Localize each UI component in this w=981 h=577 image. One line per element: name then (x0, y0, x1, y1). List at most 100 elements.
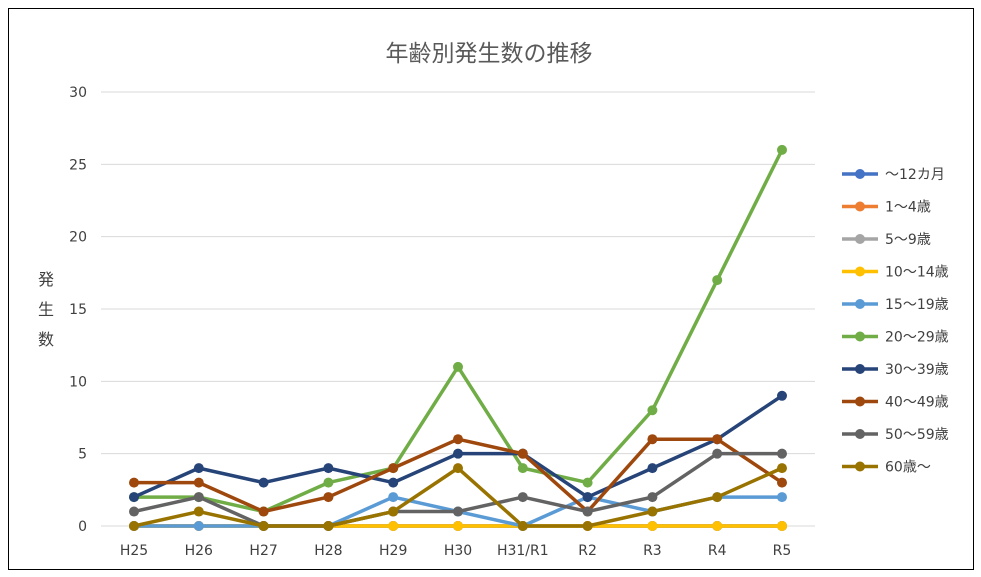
legend-label: 10～14歳 (885, 265, 949, 281)
y-tick-label: 0 (78, 519, 87, 535)
x-tick-label: H31/R1 (497, 543, 549, 559)
data-point (129, 492, 139, 503)
data-point (777, 390, 787, 401)
data-point (517, 521, 528, 531)
legend-swatch-marker (855, 331, 865, 342)
data-point (258, 521, 269, 531)
data-point (193, 521, 204, 531)
x-tick-label: R3 (643, 543, 662, 559)
data-point (582, 492, 593, 503)
x-tick-label: H30 (444, 543, 472, 559)
legend-entry: 50～59歳 (842, 427, 949, 443)
data-point (712, 492, 723, 503)
legend-label: 5～9歳 (885, 232, 931, 248)
y-tick-label: 30 (69, 85, 87, 101)
y-tick-label: 10 (69, 374, 87, 390)
data-point (777, 144, 787, 155)
data-point (388, 506, 399, 517)
data-point (193, 506, 204, 517)
data-point (517, 492, 528, 503)
data-point (582, 477, 593, 488)
data-point (647, 434, 658, 445)
legend-entry: 10～14歳 (842, 265, 949, 281)
data-point (582, 506, 593, 517)
series-9 (129, 463, 787, 531)
x-tick-label: H26 (185, 543, 213, 559)
y-tick-label: 15 (69, 302, 87, 318)
chart-title: 年齢別発生数の推移 (386, 41, 593, 67)
legend-label: 60歳～ (885, 460, 931, 476)
data-point (777, 477, 787, 488)
legend-entry: 40～49歳 (842, 395, 949, 411)
series-line (133, 394, 783, 499)
data-point (777, 448, 787, 459)
series-5 (129, 144, 787, 517)
x-tick-label: H27 (249, 543, 277, 559)
legend-label: ～12カ月 (885, 167, 945, 183)
legend-entry: 1～4歳 (842, 200, 931, 216)
legend-entry: 30～39歳 (842, 362, 949, 378)
series-lines (129, 144, 787, 531)
series-7 (129, 434, 787, 517)
data-point (647, 405, 658, 416)
legend-swatch-marker (855, 461, 865, 472)
data-point (323, 477, 334, 488)
data-point (323, 521, 334, 531)
x-tick-label: H29 (379, 543, 407, 559)
legend-swatch-marker (855, 234, 865, 244)
data-point (712, 434, 723, 445)
legend-label: 15～19歳 (885, 297, 949, 313)
data-point (777, 463, 787, 474)
data-point (582, 521, 593, 531)
legend: ～12カ月 1～4歳 5～9歳 10～14歳 15～19歳 20～29歳 30～39歳 40～… (842, 167, 949, 476)
data-point (647, 463, 658, 474)
legend-swatch-marker (855, 299, 865, 309)
data-point (712, 448, 723, 459)
data-point (712, 275, 723, 286)
legend-entry: 60歳～ (842, 460, 931, 476)
legend-label: 40～49歳 (885, 395, 949, 411)
y-tick-label: 20 (69, 230, 87, 246)
data-point (453, 506, 463, 517)
legend-entry: ～12カ月 (842, 167, 945, 183)
data-point (129, 521, 139, 531)
data-point (712, 521, 723, 531)
data-point (388, 477, 399, 488)
legend-swatch-marker (855, 396, 865, 407)
legend-label: 50～59歳 (885, 427, 949, 443)
legend-swatch-marker (855, 429, 865, 439)
legend-swatch-marker (855, 266, 865, 277)
series-6 (129, 390, 787, 503)
data-point (517, 463, 528, 474)
data-point (453, 361, 463, 372)
data-point (193, 492, 204, 503)
data-point (193, 477, 204, 488)
y-tick-label: 25 (69, 157, 87, 173)
data-point (517, 448, 528, 459)
gridlines (101, 91, 815, 527)
data-point (323, 492, 334, 503)
data-point (323, 463, 334, 474)
x-tick-label: H25 (120, 543, 148, 559)
legend-label: 30～39歳 (885, 362, 949, 378)
data-point (388, 463, 399, 474)
data-point (388, 521, 399, 531)
y-tick-label: 5 (78, 447, 87, 463)
y-axis-label-text: 発生数 (38, 270, 54, 349)
data-point (258, 477, 269, 488)
data-point (388, 492, 399, 503)
x-tick-labels: H25 H26 H27 H28 H29 H30 H31/R1 R2 R3 R4 R5 (120, 543, 791, 559)
data-point (453, 521, 463, 531)
x-tick-label: R4 (708, 543, 727, 559)
legend-swatch-marker (855, 201, 865, 212)
data-point (647, 506, 658, 517)
chart-frame: 年齢別発生数の推移 発生数 0 5 10 15 20 25 30 H25 H26 H27 H28 H… (8, 8, 974, 570)
data-point (647, 492, 658, 503)
data-point (129, 477, 139, 488)
legend-label: 1～4歳 (885, 200, 931, 216)
x-tick-label: R2 (578, 543, 597, 559)
legend-entry: 20～29歳 (842, 330, 949, 346)
data-point (453, 463, 463, 474)
legend-label: 20～29歳 (885, 330, 949, 346)
